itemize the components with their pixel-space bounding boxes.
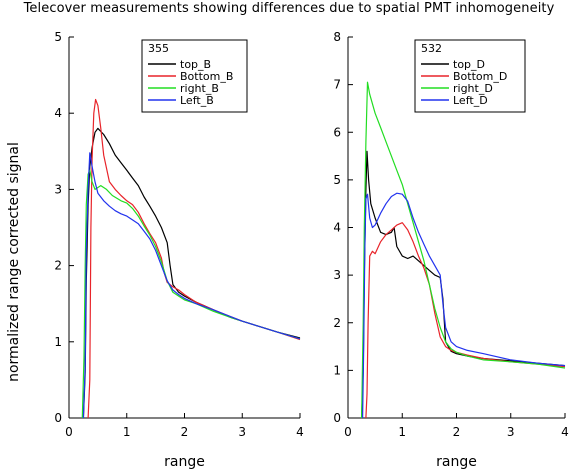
legend-label-top_B: top_B: [180, 58, 211, 71]
chart-panel-left: 0 1 2 3 4 5 0 1 2 3 4 range 355 top_BBottom_Bright_BL…: [54, 30, 303, 470]
legend-label-Left_D: Left_D: [453, 94, 488, 107]
x-axis-title: range: [436, 454, 477, 470]
x-axis-title: range: [164, 454, 205, 470]
legend-label-right_B: right_B: [180, 82, 219, 95]
legend-title: 355: [148, 42, 169, 55]
series-line-top_B: [82, 127, 301, 419]
series-line-Bottom_D: [365, 222, 566, 419]
y-tick-label: 1: [54, 335, 62, 349]
x-tick-label: 0: [344, 425, 352, 439]
series-line-Bottom_B: [87, 98, 301, 419]
x-tick-label: 3: [238, 425, 246, 439]
legend-title: 532: [421, 42, 442, 55]
series-line-Left_B: [82, 152, 301, 419]
y-tick-label: 6: [333, 125, 341, 139]
y-tick-label: 5: [333, 173, 341, 187]
y-tick-label: 3: [333, 268, 341, 282]
y-tick-label: 7: [333, 78, 341, 92]
x-tick-label: 1: [123, 425, 131, 439]
x-tick-label: 3: [507, 425, 515, 439]
legend-label-right_D: right_D: [453, 82, 493, 95]
series-line-right_B: [81, 169, 301, 419]
legend-label-Bottom_D: Bottom_D: [453, 70, 507, 83]
x-tick-label: 1: [398, 425, 406, 439]
y-tick-label: 8: [333, 30, 341, 44]
x-tick-label: 0: [65, 425, 73, 439]
figure-title: Telecover measurements showing differenc…: [23, 1, 555, 16]
x-tick-label: 4: [561, 425, 569, 439]
x-tick-label: 4: [296, 425, 304, 439]
y-tick-label: 0: [333, 411, 341, 425]
y-tick-label: 2: [54, 259, 62, 273]
chart-panel-right: 0 1 2 3 4 5 6 7 8 0 1 2 3 4 range 532 top_DBottom_Dright…: [333, 30, 568, 470]
y-tick-label: 4: [54, 106, 62, 120]
legend-label-top_D: top_D: [453, 58, 485, 71]
y-tick-label: 5: [54, 30, 62, 44]
series-line-top_D: [361, 150, 566, 419]
series-line-Left_D: [362, 192, 566, 419]
x-tick-label: 2: [181, 425, 189, 439]
y-tick-label: 4: [333, 221, 341, 235]
y-tick-label: 3: [54, 182, 62, 196]
legend-label-Bottom_B: Bottom_B: [180, 70, 233, 83]
y-tick-label: 0: [54, 411, 62, 425]
series-line-right_D: [361, 81, 566, 419]
y-tick-label: 1: [333, 363, 341, 377]
legend-label-Left_B: Left_B: [180, 94, 214, 107]
x-tick-label: 2: [453, 425, 461, 439]
y-tick-label: 2: [333, 316, 341, 330]
